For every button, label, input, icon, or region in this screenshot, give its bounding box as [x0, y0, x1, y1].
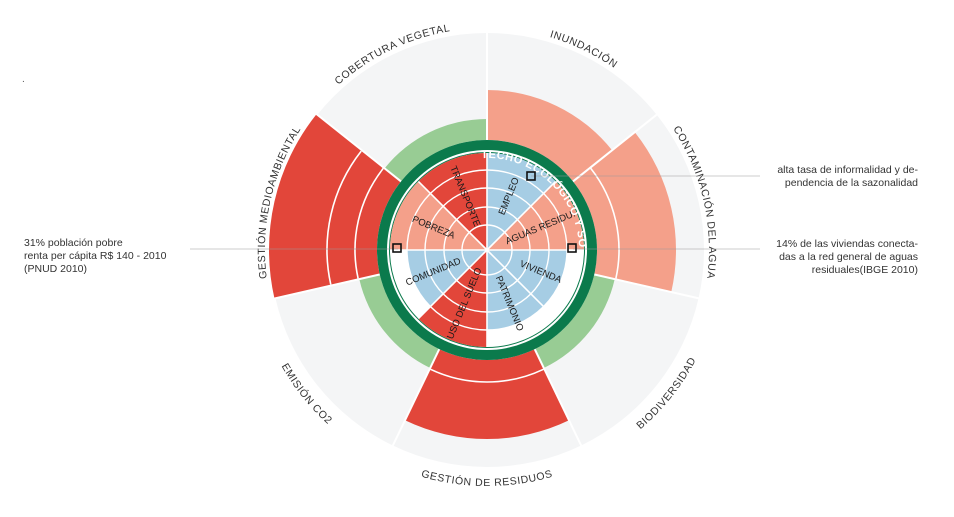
- social-aguas-residuales: [487, 181, 584, 250]
- annotation-right-top: alta tasa de informalidad y de- pendenci…: [777, 164, 918, 190]
- annotation-right-bottom: 14% de las viviendas conecta- das a la r…: [776, 238, 918, 277]
- social-level-ring: [461, 224, 513, 276]
- annotation-leaders: [190, 171, 760, 253]
- outer-label-text-gestion-residuos: GESTIÓN DE RESIDUOS: [420, 468, 553, 489]
- social-sector-dividers: [390, 153, 584, 347]
- ecological-overshoot-sectors: [269, 90, 677, 439]
- sector-contaminacion-agua: [573, 132, 677, 293]
- marker-empleo: [526, 171, 536, 181]
- annotation-left-line-2: renta per cápita R$ 140 - 2010: [24, 250, 167, 262]
- sector-gestion-residuos: [405, 349, 569, 439]
- annotation-right-top-line-2: pendencia de la sazonalidad: [784, 177, 918, 189]
- annotation-right-bottom-line-1: 14% de las viviendas conecta-: [776, 238, 918, 250]
- outer-divider: [532, 346, 583, 448]
- stray-dot: .: [22, 74, 25, 85]
- social-divider: [486, 180, 557, 251]
- outer-divider: [315, 112, 404, 184]
- outer-divider: [391, 346, 442, 448]
- level-arc-contaminacion-agua: [590, 167, 620, 279]
- outer-divider: [273, 273, 382, 300]
- annotation-right-bottom-line-2: das a la red general de aguas: [779, 251, 918, 263]
- outer-divider: [592, 273, 701, 300]
- annotation-right-top-line-1: alta tasa de informalidad y de-: [777, 164, 918, 176]
- social-uso-del-suelo: [418, 250, 487, 347]
- annotation-left-line-1: 31% población pobre: [24, 237, 123, 249]
- social-level-ring: [406, 169, 568, 331]
- outer-label-gestion-residuos: GESTIÓN DE RESIDUOS: [420, 468, 554, 489]
- marker-pobreza: [392, 243, 402, 253]
- sector-gestion-medioambiental: [269, 114, 401, 299]
- level-arc-gestion-residuos: [430, 368, 544, 383]
- sector-inundacion: [487, 90, 613, 182]
- sector-cobertura-vegetal: [384, 119, 487, 182]
- level-arc-gestion-medioambiental: [354, 167, 384, 279]
- social-level-ring: [443, 206, 531, 294]
- social-divider: [417, 249, 488, 320]
- social-pobreza: [390, 181, 487, 250]
- annotation-left-line-3: (PNUD 2010): [24, 263, 88, 275]
- social-empleo: [487, 153, 556, 250]
- outer-divider: [570, 112, 659, 184]
- social-divider: [417, 180, 488, 251]
- annotation-left: 31% población pobre renta per cápita R$ …: [24, 237, 166, 276]
- sector-emision-co2: [359, 274, 440, 369]
- marker-aguas-residuales: [567, 243, 577, 253]
- social-level-ring: [424, 187, 550, 313]
- social-transporte: [418, 153, 487, 250]
- social-divider: [486, 249, 557, 320]
- sector-biodiversidad: [534, 274, 615, 369]
- outer-sector-dividers: [273, 31, 701, 448]
- level-arc-gestion-medioambiental: [326, 150, 362, 285]
- annotation-right-bottom-line-3: residuales(IBGE 2010): [811, 264, 918, 276]
